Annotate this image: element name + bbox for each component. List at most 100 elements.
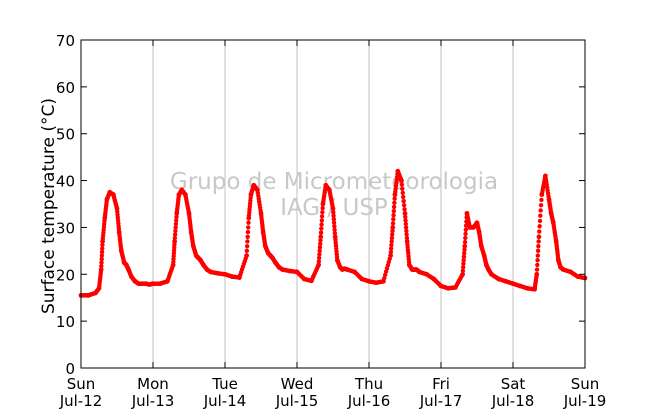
data-point [534,271,540,277]
x-tick-date-label: Jul-13 [131,392,175,409]
data-point-fill [99,253,105,258]
data-point-fill [535,262,540,268]
data-point-fill [320,205,325,211]
x-tick-day-label: Fri [432,375,450,393]
data-point-fill [244,248,250,254]
data-point-fill [463,231,468,237]
x-tick-date-label: Jul-19 [563,392,607,409]
y-tick-label: 10 [56,313,75,331]
y-tick-label: 70 [56,32,75,50]
data-point-fill [460,268,466,273]
data-point-fill [332,224,337,229]
data-point-fill [535,258,540,263]
data-point-fill [390,221,396,226]
data-point [390,225,396,230]
x-tick-date-label: Jul-17 [419,392,463,409]
data-point-fill [245,234,250,239]
data-point-fill [319,214,325,219]
data-point-fill [404,232,409,237]
data-point-fill [331,210,336,215]
data-point-fill [174,218,179,223]
data-point-fill [99,249,105,255]
data-point-fill [537,224,542,229]
data-point-fill [392,200,397,206]
data-point-fill [319,226,324,231]
data-point-fill [535,248,541,254]
x-tick-date-label: Jul-14 [203,392,247,409]
data-point-fill [317,252,322,257]
data-point-fill [460,265,466,270]
data-point [172,239,178,244]
x-tick-date-label: Jul-12 [59,392,103,409]
data-point-fill [319,222,324,227]
x-tick-day-label: Tue [211,375,238,393]
data-point [316,262,321,268]
y-tick-label: 60 [56,79,75,97]
data-point-fill [403,225,409,230]
watermark-line-1: Grupo de Micrometeorologia [170,169,498,195]
plot-frame [80,39,586,369]
data-point-fill [99,260,104,265]
x-tick-day-label: Sun [67,375,96,393]
data-point [318,234,324,240]
data-point-fill [539,197,544,203]
data-point [460,271,465,277]
data-point-fill [172,235,178,241]
data-point-fill [100,246,105,251]
data-point-fill [537,229,542,234]
data-point-fill [390,232,395,237]
x-tick-date-label: Jul-15 [275,392,319,409]
x-tick-day-label: Sun [571,375,600,393]
data-point-fill [331,217,337,222]
data-point-fill [538,213,543,218]
data-point-fill [332,231,338,236]
data-point-fill [461,261,466,266]
data-point-fill [463,227,469,232]
data-point-fill [318,238,323,243]
data-point-fill [388,249,394,255]
data-point-fill [404,235,410,241]
data-point-fill [331,220,337,225]
data-point-fill [534,267,540,272]
data-point-fill [463,235,468,241]
data-point-fill [316,255,322,261]
y-axis: 0 10 20 30 40 50 60 70 [56,32,585,378]
data-point-fill [404,228,409,234]
data-point-fill [461,254,467,259]
y-tick-label: 50 [56,126,75,144]
y-tick-label: 0 [65,360,75,378]
data-point [536,234,542,240]
data-point-fill [174,214,179,220]
data-point-fill [317,245,323,250]
data-point-fill [172,232,178,237]
data-point-fill [536,243,541,249]
data-point-fill [318,241,323,247]
data-point-fill [316,259,322,264]
y-tick-label: 20 [56,266,75,284]
data-point-fill [462,251,467,256]
data-point-fill [391,212,396,218]
data-point-fill [244,243,250,249]
series-points [78,168,588,298]
data-point [98,267,104,272]
data-point-fill [403,214,408,220]
data-point-fill [402,207,407,212]
data-point-fill [173,221,179,227]
x-tick-day-label: Sat [501,375,526,393]
data-point [244,253,250,258]
data-point-fill [461,258,466,263]
data-point-fill [331,213,336,218]
data-point-fill [389,239,394,244]
data-point-fill [99,256,104,262]
watermark: Grupo de Micrometeorologia IAG / USP [170,169,498,221]
data-point-fill [173,228,178,234]
x-tick-day-label: Thu [354,375,383,393]
data-point [462,243,468,249]
data-point [402,210,408,216]
data-point-fill [173,225,178,230]
data-point-fill [389,242,394,248]
data-point [399,178,404,183]
data-point-fill [538,208,543,213]
data-point-fill [246,220,251,225]
